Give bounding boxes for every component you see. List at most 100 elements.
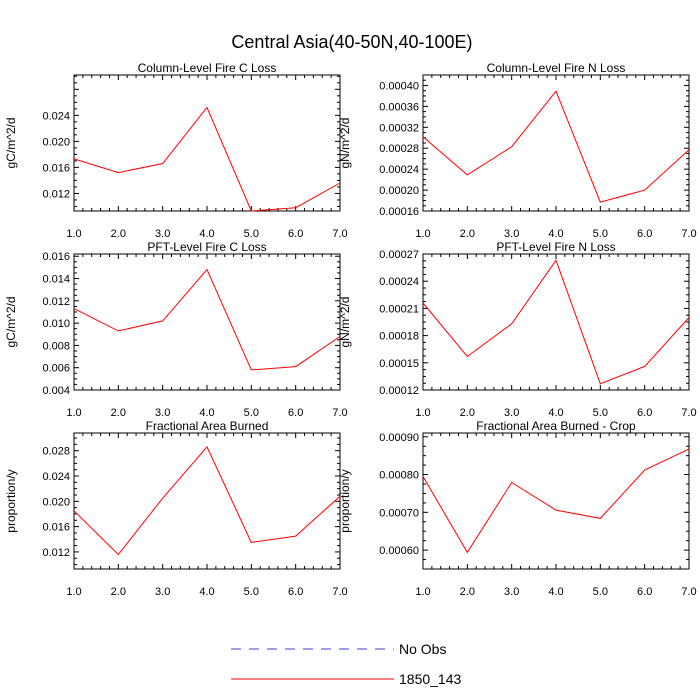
y-tick-label: 0.00060 <box>379 545 419 557</box>
y-tick-label: 0.020 <box>42 496 70 508</box>
chart-panel: 1.0 2.0 3.0 4.0 5.0 6.0 7.0 0.00012 0.00015 0.000… <box>338 240 697 419</box>
x-tick-label: 7.0 <box>681 407 696 419</box>
y-tick-label: 0.00070 <box>379 507 419 519</box>
legend-label-1850-143: 1850_143 <box>399 671 462 687</box>
x-tick-label: 4.0 <box>548 586 563 598</box>
y-tick-label: 0.012 <box>42 547 70 559</box>
y-tick-label: 0.00040 <box>379 80 419 92</box>
x-tick-label: 5.0 <box>593 407 608 419</box>
x-tick-label: 1.0 <box>415 407 430 419</box>
x-tick-label: 1.0 <box>66 586 81 598</box>
x-tick-label: 2.0 <box>111 586 126 598</box>
x-tick-label: 4.0 <box>199 407 214 419</box>
x-tick-label: 1.0 <box>66 407 81 419</box>
series-line-1850-143 <box>73 445 341 556</box>
x-tick-label: 5.0 <box>593 228 608 240</box>
x-tick-label: 5.0 <box>244 228 259 240</box>
plot-frame <box>422 432 690 570</box>
x-tick-label: 3.0 <box>155 407 170 419</box>
x-tick-label: 2.0 <box>460 407 475 419</box>
y-tick-label: 0.00021 <box>379 303 419 315</box>
x-tick-label: 6.0 <box>288 228 303 240</box>
y-tick-label: 0.016 <box>42 162 70 174</box>
panel-title: Fractional Area Burned <box>146 419 269 433</box>
plot-frame <box>422 74 690 212</box>
x-tick-label: 6.0 <box>288 407 303 419</box>
y-tick-label: 0.00015 <box>379 358 419 370</box>
x-tick-label: 3.0 <box>504 407 519 419</box>
panel-title: Column-Level Fire C Loss <box>138 61 277 75</box>
y-tick-label: 0.012 <box>42 188 70 200</box>
y-tick-label: 0.00080 <box>379 470 419 482</box>
x-tick-label: 4.0 <box>548 228 563 240</box>
chart-panel: 1.0 2.0 3.0 4.0 5.0 6.0 7.0 0.00016 0.00020 0.000… <box>338 61 697 240</box>
x-tick-label: 6.0 <box>288 586 303 598</box>
panel-title: PFT-Level Fire N Loss <box>496 240 615 254</box>
y-tick-label: 0.012 <box>42 296 70 308</box>
y-tick-label: 0.00032 <box>379 122 419 134</box>
y-tick-label: 0.00024 <box>379 164 419 176</box>
series-line-1850-143 <box>422 259 690 385</box>
x-tick-label: 2.0 <box>111 407 126 419</box>
x-tick-label: 4.0 <box>199 228 214 240</box>
plot-frame <box>73 253 341 391</box>
y-tick-label: 0.024 <box>42 471 70 483</box>
y-tick-label: 0.00028 <box>379 143 419 155</box>
x-tick-label: 2.0 <box>460 228 475 240</box>
series-line-1850-143 <box>73 268 341 371</box>
y-tick-label: 0.024 <box>42 110 70 122</box>
x-tick-label: 6.0 <box>637 586 652 598</box>
y-tick-label: 0.014 <box>42 274 70 286</box>
plot-frame <box>73 74 341 212</box>
panel-title: PFT-Level Fire C Loss <box>147 240 266 254</box>
y-tick-label: 0.004 <box>42 385 70 397</box>
legend-label-no-obs: No Obs <box>399 641 446 657</box>
y-tick-label: 0.006 <box>42 363 70 375</box>
plot-frame <box>73 432 341 570</box>
x-tick-label: 1.0 <box>415 228 430 240</box>
x-tick-label: 3.0 <box>504 586 519 598</box>
chart-panel: 1.0 2.0 3.0 4.0 5.0 6.0 7.0 0.004 0.006 0.008 0.01… <box>4 240 348 419</box>
x-tick-label: 6.0 <box>637 407 652 419</box>
x-tick-label: 5.0 <box>593 586 608 598</box>
y-tick-label: 0.00016 <box>379 206 419 218</box>
figure-title: Central Asia(40-50N,40-100E) <box>231 32 472 52</box>
x-tick-label: 4.0 <box>548 407 563 419</box>
x-tick-label: 1.0 <box>66 228 81 240</box>
x-tick-label: 4.0 <box>199 586 214 598</box>
y-tick-label: 0.010 <box>42 318 70 330</box>
y-axis-label: proportion/y <box>4 469 18 532</box>
y-axis-label: proportion/y <box>338 469 352 532</box>
y-axis-label: gC/m^2/d <box>4 118 18 169</box>
x-tick-label: 7.0 <box>332 228 347 240</box>
x-tick-label: 3.0 <box>155 586 170 598</box>
legend: No Obs 1850_143 <box>231 641 462 687</box>
chart-panel: 1.0 2.0 3.0 4.0 5.0 6.0 7.0 0.012 0.016 0.020 0.02… <box>4 419 348 598</box>
x-tick-label: 7.0 <box>681 586 696 598</box>
y-tick-label: 0.00090 <box>379 432 419 444</box>
x-tick-label: 2.0 <box>111 228 126 240</box>
y-tick-label: 0.00027 <box>379 249 419 261</box>
x-tick-label: 6.0 <box>637 228 652 240</box>
y-tick-label: 0.00018 <box>379 331 419 343</box>
y-tick-label: 0.028 <box>42 446 70 458</box>
plot-frame <box>422 253 690 391</box>
y-tick-label: 0.016 <box>42 522 70 534</box>
series-line-1850-143 <box>422 448 690 554</box>
x-tick-label: 7.0 <box>681 228 696 240</box>
y-axis-label: gC/m^2/d <box>4 297 18 348</box>
x-tick-label: 1.0 <box>415 586 430 598</box>
y-tick-label: 0.00036 <box>379 101 419 113</box>
x-tick-label: 7.0 <box>332 586 347 598</box>
series-line-1850-143 <box>73 106 341 212</box>
y-tick-label: 0.020 <box>42 136 70 148</box>
y-axis-label: gN/m^2/d <box>338 297 352 348</box>
y-tick-label: 0.008 <box>42 340 70 352</box>
panel-title: Fractional Area Burned - Crop <box>476 419 636 433</box>
x-tick-label: 3.0 <box>155 228 170 240</box>
x-tick-label: 5.0 <box>244 407 259 419</box>
y-tick-label: 0.016 <box>42 251 70 263</box>
series-line-1850-143 <box>422 90 690 203</box>
y-tick-label: 0.00024 <box>379 276 419 288</box>
